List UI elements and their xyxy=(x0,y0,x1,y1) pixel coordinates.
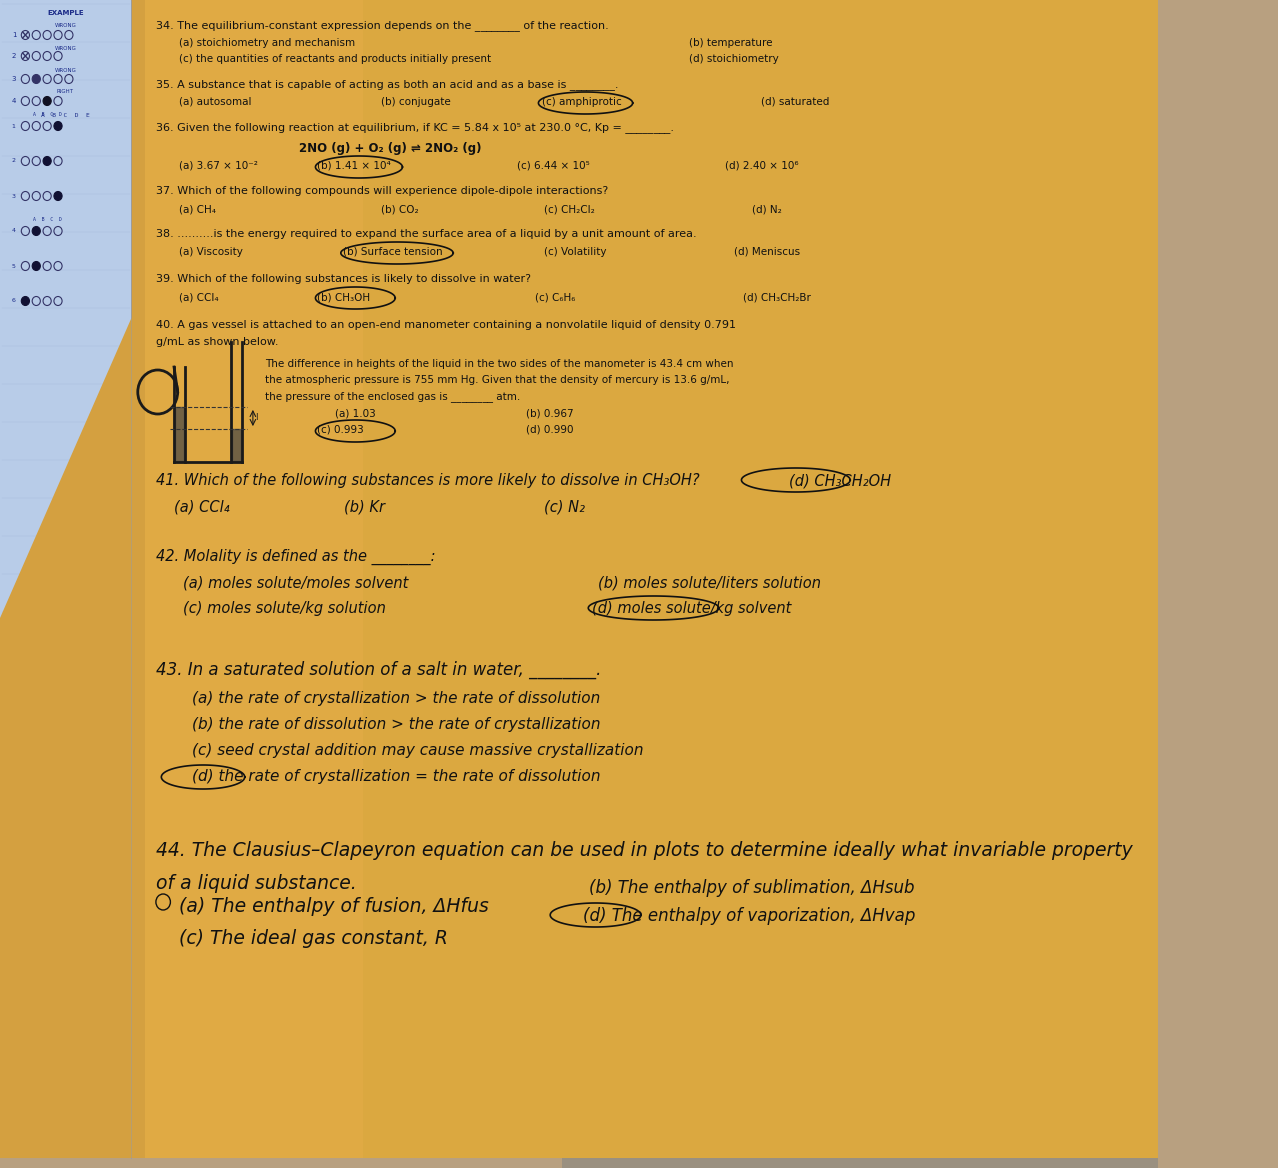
Text: (c) 6.44 × 10⁵: (c) 6.44 × 10⁵ xyxy=(516,161,589,171)
Circle shape xyxy=(32,262,41,271)
Text: 35. A substance that is capable of acting as both an acid and as a base is _____: 35. A substance that is capable of actin… xyxy=(156,79,619,90)
Text: (d) The enthalpy of vaporization, ΔHvap: (d) The enthalpy of vaporization, ΔHvap xyxy=(583,908,915,925)
Text: (d) Meniscus: (d) Meniscus xyxy=(734,246,800,257)
Text: (d) CH₃CH₂OH: (d) CH₃CH₂OH xyxy=(789,473,891,488)
Text: (b) Kr: (b) Kr xyxy=(345,499,386,514)
Text: 3: 3 xyxy=(12,194,15,199)
Text: 38. ..........is the energy required to expand the surface area of a liquid by a: 38. ..........is the energy required to … xyxy=(156,229,697,239)
Text: (b) CH₃OH: (b) CH₃OH xyxy=(317,292,371,303)
Text: I: I xyxy=(256,413,258,423)
Polygon shape xyxy=(144,0,1158,1157)
Text: (b) conjugate: (b) conjugate xyxy=(381,97,450,107)
Text: (c) N₂: (c) N₂ xyxy=(544,499,585,514)
Text: 2: 2 xyxy=(12,53,17,60)
Polygon shape xyxy=(0,318,132,1157)
Text: (b) moles solute/liters solution: (b) moles solute/liters solution xyxy=(598,575,822,590)
Circle shape xyxy=(43,157,51,166)
Circle shape xyxy=(54,121,63,131)
Text: (d) stoichiometry: (d) stoichiometry xyxy=(689,54,778,64)
Polygon shape xyxy=(562,0,1158,1168)
Text: (b) temperature: (b) temperature xyxy=(689,39,772,48)
Text: (d) 0.990: (d) 0.990 xyxy=(525,425,574,434)
Text: (d) the rate of crystallization = the rate of dissolution: (d) the rate of crystallization = the ra… xyxy=(192,769,601,784)
Text: 42. Molality is defined as the ________:: 42. Molality is defined as the ________: xyxy=(156,549,436,565)
Text: (a) Viscosity: (a) Viscosity xyxy=(179,246,243,257)
Polygon shape xyxy=(363,0,1158,1157)
Text: (b) Surface tension: (b) Surface tension xyxy=(343,246,442,257)
Text: (d) CH₃CH₂Br: (d) CH₃CH₂Br xyxy=(744,292,812,303)
Text: 41. Which of the following substances is more likely to dissolve in CH₃OH?: 41. Which of the following substances is… xyxy=(156,473,699,488)
Text: (d) N₂: (d) N₂ xyxy=(753,204,782,214)
Text: (c) CH₂Cl₂: (c) CH₂Cl₂ xyxy=(544,204,594,214)
Text: (d) saturated: (d) saturated xyxy=(762,97,829,107)
Text: 36. Given the following reaction at equilibrium, if KC = 5.84 x 10⁵ at 230.0 °C,: 36. Given the following reaction at equi… xyxy=(156,121,674,133)
Text: (c) moles solute/kg solution: (c) moles solute/kg solution xyxy=(183,602,386,616)
Polygon shape xyxy=(86,0,1158,1157)
Text: 40. A gas vessel is attached to an open-end manometer containing a nonvolatile l: 40. A gas vessel is attached to an open-… xyxy=(156,320,736,331)
Text: 44. The Clausius–Clapeyron equation can be used in plots to determine ideally wh: 44. The Clausius–Clapeyron equation can … xyxy=(156,841,1132,860)
Text: 6: 6 xyxy=(12,299,15,304)
Text: The difference in heights of the liquid in the two sides of the manometer is 43.: The difference in heights of the liquid … xyxy=(265,359,734,369)
Circle shape xyxy=(32,75,41,83)
Text: (a) 1.03: (a) 1.03 xyxy=(335,409,376,419)
Text: (b) 1.41 × 10⁴: (b) 1.41 × 10⁴ xyxy=(317,161,391,171)
Text: (c) The ideal gas constant, R: (c) The ideal gas constant, R xyxy=(179,929,447,948)
Text: EXAMPLE: EXAMPLE xyxy=(47,11,83,16)
Text: (d) 2.40 × 10⁶: (d) 2.40 × 10⁶ xyxy=(725,161,799,171)
Text: g/mL as shown below.: g/mL as shown below. xyxy=(156,338,279,347)
Text: 1: 1 xyxy=(12,32,17,39)
Text: the pressure of the enclosed gas is ________ atm.: the pressure of the enclosed gas is ____… xyxy=(265,391,520,402)
Text: (a) CCl₄: (a) CCl₄ xyxy=(179,292,219,303)
Text: 3: 3 xyxy=(12,76,17,82)
Text: (c) Volatility: (c) Volatility xyxy=(544,246,606,257)
Text: (c) the quantities of reactants and products initially present: (c) the quantities of reactants and prod… xyxy=(179,54,491,64)
Circle shape xyxy=(32,227,41,236)
Text: 4: 4 xyxy=(12,229,15,234)
Text: WRONG: WRONG xyxy=(55,68,77,72)
Text: (a) CCl₄: (a) CCl₄ xyxy=(174,499,230,514)
Text: (a) 3.67 × 10⁻²: (a) 3.67 × 10⁻² xyxy=(179,161,257,171)
Text: (a) The enthalpy of fusion, ΔHfus: (a) The enthalpy of fusion, ΔHfus xyxy=(179,897,488,916)
Text: (a) CH₄: (a) CH₄ xyxy=(179,204,216,214)
Text: (b) the rate of dissolution > the rate of crystallization: (b) the rate of dissolution > the rate o… xyxy=(192,717,601,732)
Circle shape xyxy=(43,97,51,105)
Text: 2: 2 xyxy=(12,159,15,164)
Text: the atmospheric pressure is 755 mm Hg. Given that the density of mercury is 13.6: the atmospheric pressure is 755 mm Hg. G… xyxy=(265,375,730,385)
Text: A  B  C  D  E: A B C D E xyxy=(41,113,89,118)
Text: (a) stoichiometry and mechanism: (a) stoichiometry and mechanism xyxy=(179,39,355,48)
Text: A  B  C  D: A B C D xyxy=(33,217,61,222)
Text: 1: 1 xyxy=(12,124,15,128)
Text: 5: 5 xyxy=(12,264,15,269)
Text: (c) amphiprotic: (c) amphiprotic xyxy=(542,97,622,107)
Text: (c) seed crystal addition may cause massive crystallization: (c) seed crystal addition may cause mass… xyxy=(192,743,644,758)
Circle shape xyxy=(54,192,63,201)
Text: (c) C₆H₆: (c) C₆H₆ xyxy=(534,292,575,303)
Text: (d) moles solute/kg solvent: (d) moles solute/kg solvent xyxy=(592,602,791,616)
Polygon shape xyxy=(0,0,132,1157)
Text: 39. Which of the following substances is likely to dissolve in water?: 39. Which of the following substances is… xyxy=(156,274,530,284)
Text: (a) moles solute/moles solvent: (a) moles solute/moles solvent xyxy=(183,575,409,590)
Text: of a liquid substance.: of a liquid substance. xyxy=(156,874,357,894)
Text: WRONG: WRONG xyxy=(55,46,77,51)
Text: (b) 0.967: (b) 0.967 xyxy=(525,409,574,419)
Text: 34. The equilibrium-constant expression depends on the ________ of the reaction.: 34. The equilibrium-constant expression … xyxy=(156,20,608,30)
Text: 4: 4 xyxy=(12,98,17,104)
Text: (c) 0.993: (c) 0.993 xyxy=(317,425,364,434)
Text: (a) autosomal: (a) autosomal xyxy=(179,97,250,107)
Text: 2NO (g) + O₂ (g) ⇌ 2NO₂ (g): 2NO (g) + O₂ (g) ⇌ 2NO₂ (g) xyxy=(299,142,481,155)
Text: RIGHT: RIGHT xyxy=(56,89,74,93)
Text: WRONG: WRONG xyxy=(55,23,77,28)
Text: (b) The enthalpy of sublimation, ΔHsub: (b) The enthalpy of sublimation, ΔHsub xyxy=(589,880,915,897)
Text: (b) CO₂: (b) CO₂ xyxy=(381,204,418,214)
Text: A  B  C  D: A B C D xyxy=(33,112,61,117)
Circle shape xyxy=(22,297,29,306)
Text: 37. Which of the following compounds will experience dipole-dipole interactions?: 37. Which of the following compounds wil… xyxy=(156,186,608,196)
Text: (a) the rate of crystallization > the rate of dissolution: (a) the rate of crystallization > the ra… xyxy=(192,691,601,705)
Text: 43. In a saturated solution of a salt in water, ________.: 43. In a saturated solution of a salt in… xyxy=(156,661,601,680)
